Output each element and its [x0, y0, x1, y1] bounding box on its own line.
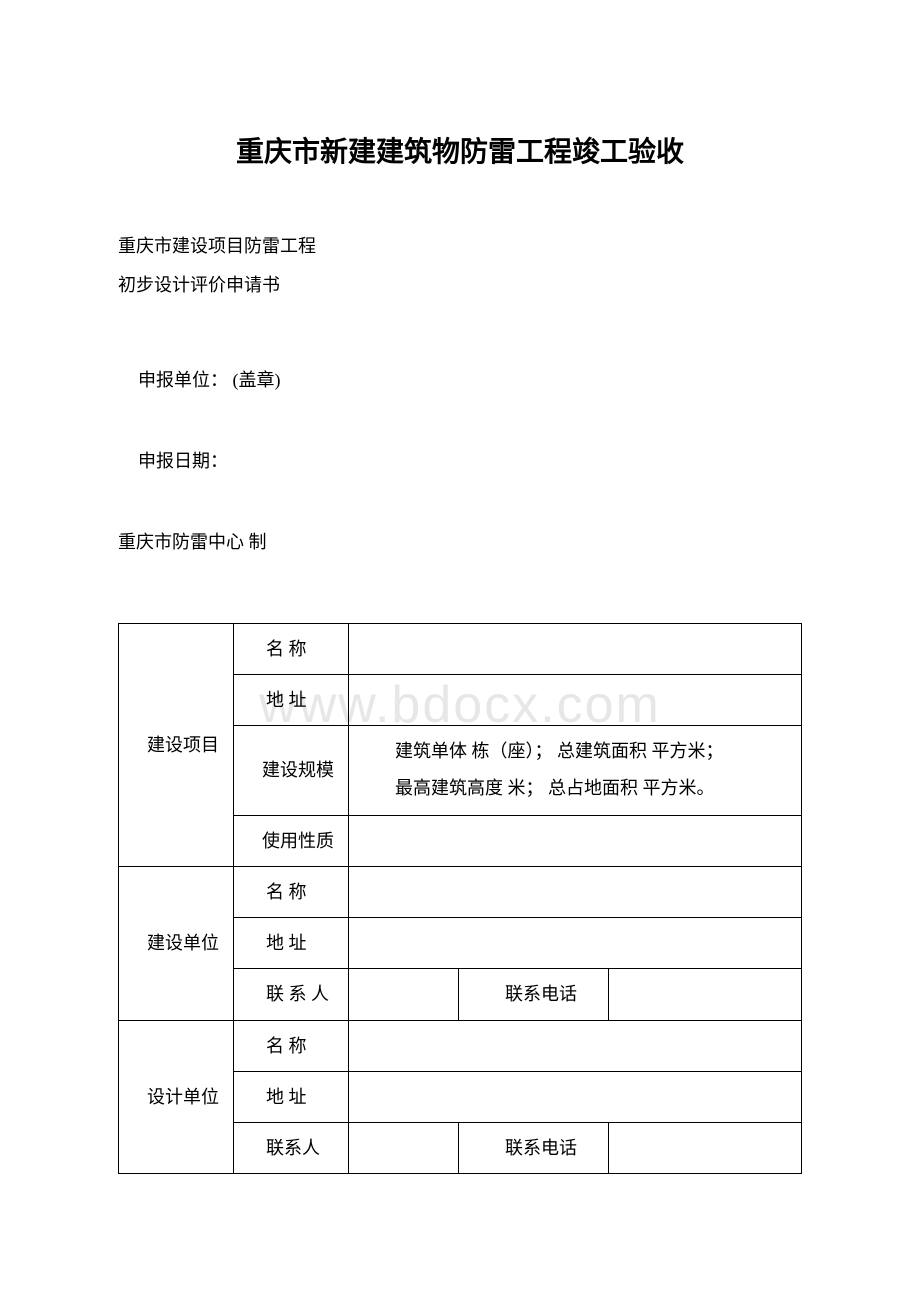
- intro-line-2: 初步设计评价申请书: [118, 267, 802, 303]
- intro-line-1: 重庆市建设项目防雷工程: [118, 228, 802, 264]
- value-cu-phone: [609, 969, 802, 1020]
- value-du-addr: [349, 1071, 802, 1122]
- application-form-table: 建设项目 名 称 地 址 建设规模 建筑单体 栋（座）； 总建筑面积 平方米； …: [118, 623, 802, 1174]
- value-cu-name: [349, 866, 802, 917]
- applicant-line: 申报单位： (盖章): [118, 362, 802, 398]
- label-project-addr: 地 址: [234, 675, 349, 726]
- document-title: 重庆市新建建筑物防雷工程竣工验收: [118, 130, 802, 170]
- table-row: 建设单位 名 称: [119, 866, 802, 917]
- table-row: 设计单位 名 称: [119, 1020, 802, 1071]
- label-du-phone: 联系电话: [459, 1122, 609, 1173]
- applicant-label: 申报单位：: [138, 370, 228, 390]
- group-construction-unit: 建设单位: [119, 866, 234, 1020]
- label-project-scale: 建设规模: [234, 726, 349, 815]
- label-project-usage: 使用性质: [234, 815, 349, 866]
- value-du-name: [349, 1020, 802, 1071]
- label-cu-name: 名 称: [234, 866, 349, 917]
- value-cu-contact: [349, 969, 459, 1020]
- document-page: 重庆市新建建筑物防雷工程竣工验收 重庆市建设项目防雷工程 初步设计评价申请书 申…: [0, 0, 920, 1174]
- issuer-line: 重庆市防雷中心 制: [118, 524, 802, 560]
- value-cu-addr: [349, 918, 802, 969]
- label-du-name: 名 称: [234, 1020, 349, 1071]
- value-project-usage: [349, 815, 802, 866]
- group-project: 建设项目: [119, 624, 234, 867]
- label-cu-phone: 联系电话: [459, 969, 609, 1020]
- date-label: 申报日期：: [118, 443, 802, 479]
- table-row: 建设项目 名 称: [119, 624, 802, 675]
- value-project-addr: [349, 675, 802, 726]
- applicant-suffix: (盖章): [233, 370, 281, 390]
- group-design-unit: 设计单位: [119, 1020, 234, 1174]
- value-du-contact: [349, 1122, 459, 1173]
- value-du-phone: [609, 1122, 802, 1173]
- value-project-name: [349, 624, 802, 675]
- label-cu-addr: 地 址: [234, 918, 349, 969]
- label-du-addr: 地 址: [234, 1071, 349, 1122]
- label-du-contact: 联系人: [234, 1122, 349, 1173]
- value-project-scale: 建筑单体 栋（座）； 总建筑面积 平方米； 最高建筑高度 米； 总占地面积 平方…: [349, 726, 802, 815]
- label-cu-contact: 联 系 人: [234, 969, 349, 1020]
- label-project-name: 名 称: [234, 624, 349, 675]
